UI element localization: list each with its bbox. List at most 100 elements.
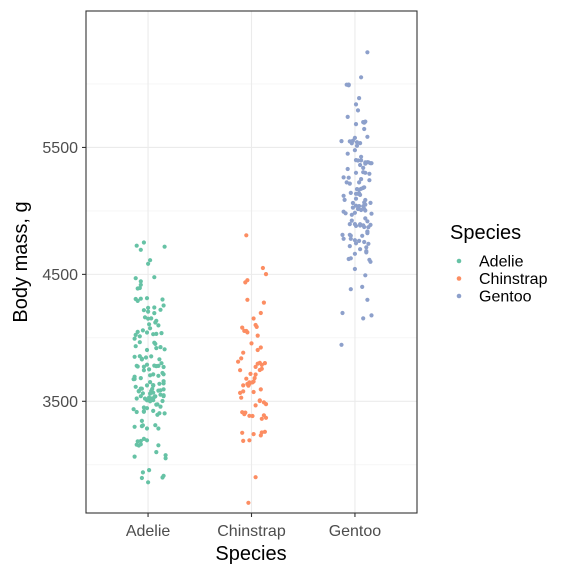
data-point-chinstrap	[247, 380, 252, 385]
data-point-adelie	[139, 475, 144, 481]
data-point-chinstrap	[260, 265, 265, 271]
data-point-chinstrap	[249, 341, 254, 346]
data-point-chinstrap	[240, 430, 245, 435]
data-point-gentoo	[347, 232, 352, 237]
data-point-adelie	[147, 322, 152, 327]
data-point-gentoo	[365, 297, 370, 302]
data-point-chinstrap	[254, 324, 259, 329]
x-tick-label: Chinstrap	[217, 523, 286, 540]
data-point-adelie	[152, 305, 157, 310]
data-point-gentoo	[353, 102, 359, 107]
data-point-chinstrap	[244, 376, 249, 381]
legend-key-adelie	[456, 258, 462, 264]
data-point-gentoo	[358, 192, 363, 197]
data-point-gentoo	[341, 236, 346, 241]
data-point-gentoo	[341, 193, 346, 198]
data-point-chinstrap	[239, 395, 244, 400]
data-point-chinstrap	[251, 316, 256, 321]
data-point-chinstrap	[257, 398, 262, 404]
data-point-gentoo	[361, 165, 366, 170]
data-point-adelie	[140, 328, 145, 333]
data-point-adelie	[144, 426, 150, 431]
data-point-chinstrap	[258, 387, 263, 392]
data-point-adelie	[152, 394, 157, 400]
data-point-adelie	[161, 393, 166, 398]
data-point-gentoo	[352, 135, 357, 140]
data-point-adelie	[161, 303, 166, 308]
data-point-chinstrap	[241, 350, 246, 355]
data-point-gentoo	[352, 251, 357, 256]
legend-label-gentoo: Gentoo	[479, 289, 532, 306]
legend-label-chinstrap: Chinstrap	[479, 271, 548, 288]
data-point-gentoo	[365, 160, 370, 165]
data-point-adelie	[134, 363, 139, 368]
data-point-chinstrap	[253, 475, 258, 480]
data-point-gentoo	[350, 205, 355, 210]
data-point-chinstrap	[236, 359, 241, 364]
data-point-adelie	[160, 475, 165, 480]
data-point-chinstrap	[255, 333, 260, 338]
data-point-gentoo	[365, 134, 370, 139]
data-point-chinstrap	[253, 403, 258, 408]
data-point-adelie	[152, 340, 157, 345]
data-point-chinstrap	[251, 432, 256, 437]
data-point-chinstrap	[240, 410, 245, 415]
data-point-chinstrap	[245, 297, 250, 302]
data-point-adelie	[132, 454, 137, 459]
data-point-gentoo	[363, 208, 368, 213]
data-point-gentoo	[365, 219, 370, 224]
data-point-gentoo	[366, 225, 371, 230]
data-point-chinstrap	[258, 310, 263, 316]
data-point-adelie	[138, 282, 143, 287]
data-point-gentoo	[358, 162, 363, 168]
data-point-adelie	[156, 443, 161, 448]
data-point-gentoo	[357, 180, 362, 185]
data-point-gentoo	[361, 223, 366, 228]
data-point-gentoo	[358, 223, 363, 228]
data-point-chinstrap	[243, 410, 248, 415]
data-point-gentoo	[349, 212, 354, 217]
data-point-gentoo	[361, 316, 366, 321]
data-point-gentoo	[352, 148, 357, 153]
data-point-adelie	[138, 247, 143, 252]
legend-key-gentoo	[456, 293, 462, 299]
data-point-adelie	[138, 394, 143, 399]
data-point-gentoo	[353, 203, 359, 208]
data-point-adelie	[144, 438, 150, 443]
data-point-chinstrap	[243, 280, 248, 285]
data-point-gentoo	[340, 310, 345, 316]
data-point-gentoo	[347, 181, 352, 186]
data-point-gentoo	[352, 222, 357, 227]
data-point-gentoo	[344, 82, 349, 87]
plot-panel	[86, 11, 417, 513]
data-point-gentoo	[363, 197, 368, 203]
data-point-gentoo	[339, 139, 344, 144]
data-point-adelie	[149, 354, 154, 359]
data-point-adelie	[146, 480, 151, 485]
data-point-gentoo	[364, 245, 369, 250]
data-point-gentoo	[357, 238, 362, 243]
data-point-chinstrap	[261, 400, 266, 405]
data-point-gentoo	[359, 158, 364, 163]
data-point-adelie	[154, 346, 159, 351]
data-point-adelie	[147, 367, 152, 372]
data-points	[131, 50, 374, 505]
data-point-chinstrap	[247, 438, 252, 443]
data-point-adelie	[138, 279, 143, 284]
data-point-chinstrap	[250, 413, 255, 419]
data-point-gentoo	[347, 222, 352, 227]
data-point-adelie	[149, 316, 154, 321]
data-point-gentoo	[369, 313, 374, 318]
data-point-gentoo	[365, 50, 370, 55]
data-point-adelie	[151, 408, 156, 413]
data-point-gentoo	[364, 249, 369, 254]
data-point-gentoo	[357, 96, 362, 101]
data-point-gentoo	[353, 170, 359, 175]
data-point-adelie	[144, 362, 150, 367]
data-point-adelie	[141, 409, 146, 414]
data-point-adelie	[134, 409, 139, 415]
data-point-gentoo	[359, 207, 364, 213]
data-point-adelie	[141, 368, 146, 373]
y-axis-title: Body mass, g	[10, 201, 32, 322]
